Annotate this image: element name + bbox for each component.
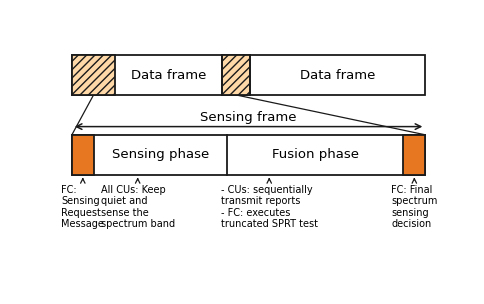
Bar xyxy=(72,55,424,95)
Bar xyxy=(72,135,424,174)
Text: - CUs: sequentially
transmit reports
- FC: executes
truncated SPRT test: - CUs: sequentially transmit reports - F… xyxy=(220,185,317,230)
Text: FC: Final
spectrum
sensing
decision: FC: Final spectrum sensing decision xyxy=(390,185,437,230)
Text: All CUs: Keep
quiet and
sense the
spectrum band: All CUs: Keep quiet and sense the spectr… xyxy=(100,185,174,230)
Text: Data frame: Data frame xyxy=(300,69,375,81)
Text: Data frame: Data frame xyxy=(131,69,206,81)
Bar xyxy=(403,135,424,174)
Bar xyxy=(72,135,93,174)
Text: Sensing phase: Sensing phase xyxy=(112,148,209,161)
Text: FC:
Sensing
Request
Message: FC: Sensing Request Message xyxy=(61,185,104,230)
Bar xyxy=(222,55,250,95)
Bar xyxy=(72,55,115,95)
Text: Fusion phase: Fusion phase xyxy=(271,148,358,161)
Text: Sensing frame: Sensing frame xyxy=(200,111,296,124)
